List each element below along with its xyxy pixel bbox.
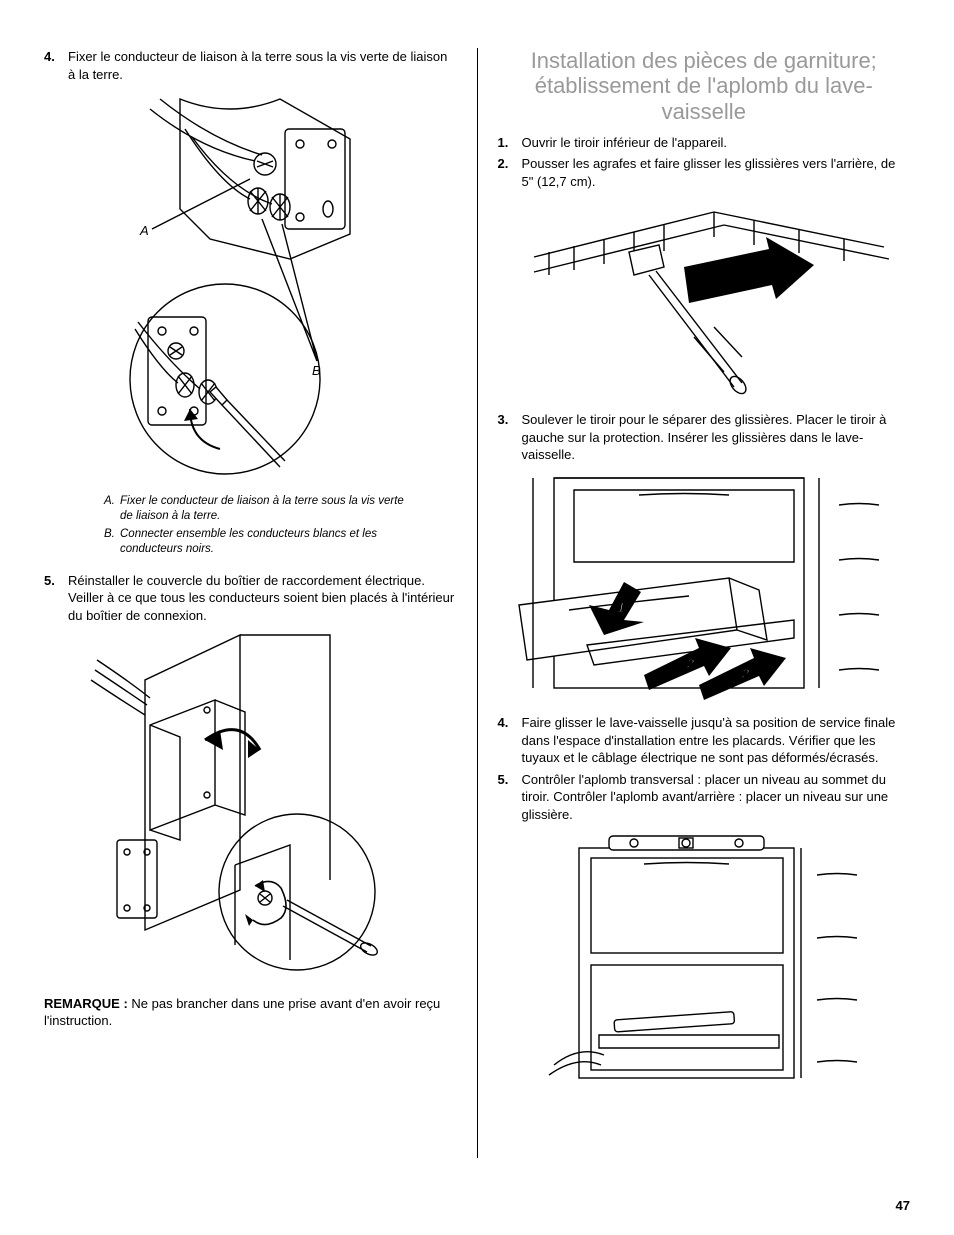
left-step-4: 4. Fixer le conducteur de liaison à la t… (44, 48, 457, 83)
step-number: 4. (498, 714, 522, 767)
figure-cover-reinstall (44, 630, 457, 985)
figure-leveling (498, 830, 911, 1095)
right-step-3: 3. Soulever le tiroir pour le séparer de… (498, 411, 911, 464)
step-text: Contrôler l'aplomb transversal : placer … (522, 771, 911, 824)
svg-text:1: 1 (617, 599, 625, 615)
step-text: Soulever le tiroir pour le séparer des g… (522, 411, 911, 464)
remarque-label: REMARQUE : (44, 996, 131, 1011)
remarque-note: REMARQUE : Ne pas brancher dans une pris… (44, 995, 457, 1030)
right-step-4: 4. Faire glisser le lave-vaisselle jusqu… (498, 714, 911, 767)
figure-caption: A. Fixer le conducteur de liaison à la t… (104, 494, 417, 558)
svg-text:2: 2 (686, 656, 695, 671)
section-title: Installation des pièces de garniture; ét… (498, 48, 911, 124)
step-number: 5. (44, 572, 68, 625)
caption-text: Fixer le conducteur de liaison à la terr… (120, 494, 417, 525)
right-column: Installation des pièces de garniture; ét… (478, 48, 911, 1158)
step-number: 1. (498, 134, 522, 152)
caption-text: Connecter ensemble les conducteurs blanc… (120, 527, 417, 558)
step-text: Fixer le conducteur de liaison à la terr… (68, 48, 457, 83)
step-number: 2. (498, 155, 522, 190)
step-number: 3. (498, 411, 522, 464)
page-number: 47 (896, 1197, 910, 1215)
step-number: 5. (498, 771, 522, 824)
step-text: Ouvrir le tiroir inférieur de l'appareil… (522, 134, 911, 152)
right-step-5: 5. Contrôler l'aplomb transversal : plac… (498, 771, 911, 824)
right-step-1: 1. Ouvrir le tiroir inférieur de l'appar… (498, 134, 911, 152)
step-text: Pousser les agrafes et faire glisser les… (522, 155, 911, 190)
step-text: Réinstaller le couvercle du boîtier de r… (68, 572, 457, 625)
caption-letter: A. (104, 494, 120, 525)
step-number: 4. (44, 48, 68, 83)
step-text: Faire glisser le lave-vaisselle jusqu'à … (522, 714, 911, 767)
figure-drawer-removal: 1 2 2 (498, 470, 911, 705)
right-step-2: 2. Pousser les agrafes et faire glisser … (498, 155, 911, 190)
caption-letter: B. (104, 527, 120, 558)
figure-label-b: B (312, 363, 321, 378)
left-step-5: 5. Réinstaller le couvercle du boîtier d… (44, 572, 457, 625)
figure-slide-rails (498, 197, 911, 402)
figure-wiring-ground: A B (44, 89, 457, 484)
left-column: 4. Fixer le conducteur de liaison à la t… (44, 48, 477, 1158)
svg-text:2: 2 (741, 666, 750, 681)
figure-label-a: A (139, 223, 149, 238)
